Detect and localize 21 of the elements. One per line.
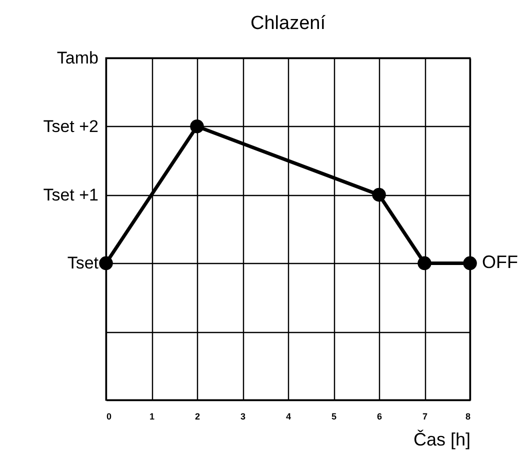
x-tick-label: 4 [286,412,292,422]
y-tick-label: Tset +2 [43,116,98,136]
annotation: OFF [482,252,518,272]
x-axis-title: Čas [h] [413,430,470,450]
x-tick-label: 1 [149,412,155,422]
x-tick-label: 8 [465,412,470,422]
y-tick-label: Tamb [56,48,98,68]
point [463,256,477,270]
x-tick-label: 7 [422,412,428,422]
point [418,256,432,270]
x-tick-label: 6 [376,412,382,422]
point [99,256,113,270]
chart-title: Chlazení [250,13,326,34]
point [190,120,204,134]
y-tick-label: Tset +1 [43,185,98,204]
point [372,188,386,202]
x-tick-label: 0 [106,412,112,422]
x-tick-label: 3 [240,412,246,422]
x-tick-label: 2 [194,412,200,422]
y-tick-label: Tset [67,254,99,273]
x-tick-label: 5 [331,412,337,422]
